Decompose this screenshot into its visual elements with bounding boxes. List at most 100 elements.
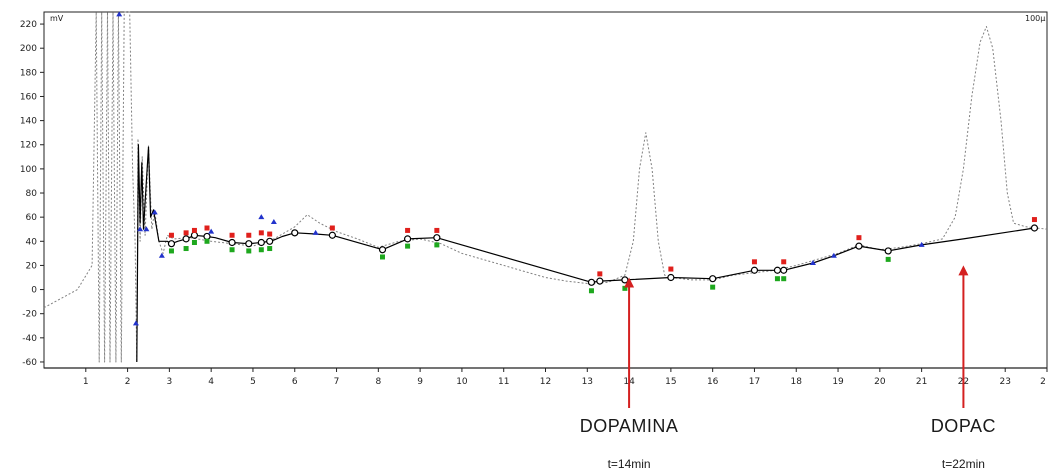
y-tick-label: -20 bbox=[22, 310, 37, 320]
x-tick-label: 4 bbox=[208, 377, 214, 387]
annotation-sublabel: t=22min bbox=[942, 457, 985, 471]
baseline-node-marker bbox=[245, 240, 253, 248]
x-tick-label: 2 bbox=[1040, 377, 1046, 387]
signal-trace bbox=[43, 11, 1048, 363]
baseline-trace bbox=[136, 144, 1035, 363]
green-marker bbox=[588, 288, 594, 294]
green-marker bbox=[258, 247, 264, 253]
green-marker bbox=[710, 284, 716, 290]
baseline-node-marker bbox=[587, 278, 596, 286]
baseline-node-marker bbox=[855, 242, 863, 250]
blue-marker bbox=[809, 260, 816, 266]
green-marker bbox=[774, 276, 780, 282]
y-tick-label: 100 bbox=[20, 165, 37, 175]
annotation-arrow-head bbox=[958, 265, 969, 276]
green-marker bbox=[434, 242, 440, 248]
red-marker bbox=[856, 235, 862, 241]
green-marker bbox=[885, 256, 891, 262]
y-tick-label: 40 bbox=[26, 237, 38, 247]
x-tick-label: 23 bbox=[999, 377, 1010, 387]
baseline-node-marker bbox=[403, 235, 412, 243]
red-marker bbox=[781, 259, 787, 265]
red-marker bbox=[405, 227, 411, 233]
x-tick-label: 21 bbox=[916, 377, 927, 387]
annotation-sublabel: t=14min bbox=[608, 457, 651, 471]
baseline-node-marker bbox=[780, 266, 788, 274]
x-tick-label: 13 bbox=[582, 377, 593, 387]
red-marker bbox=[751, 259, 757, 265]
y-tick-label: 180 bbox=[20, 68, 37, 78]
annotation-label: DOPAMINA bbox=[580, 416, 679, 436]
x-tick-label: 18 bbox=[791, 377, 803, 387]
baseline-node-marker bbox=[190, 231, 199, 239]
baseline-node-marker bbox=[1030, 224, 1039, 232]
green-marker bbox=[380, 254, 386, 260]
green-marker bbox=[246, 248, 252, 254]
plot-border bbox=[43, 11, 1048, 369]
red-marker bbox=[229, 232, 235, 238]
series-layer bbox=[43, 11, 1048, 363]
y-axis: -60 -40 -20 0 20 40 60 80 100 120 140 160 180 200 220 bbox=[20, 20, 44, 368]
x-tick-label: 5 bbox=[250, 377, 256, 387]
annotation-arrow-head bbox=[624, 277, 635, 288]
baseline-node-marker bbox=[291, 229, 299, 237]
x-tick-label: 19 bbox=[832, 377, 844, 387]
plot-frame: mV 100µ bbox=[43, 11, 1048, 369]
marker-layer bbox=[116, 11, 1039, 326]
y-tick-label: 0 bbox=[31, 286, 37, 296]
green-marker bbox=[405, 243, 411, 249]
baseline-node-marker bbox=[884, 247, 892, 255]
green-marker bbox=[191, 239, 197, 245]
blue-marker bbox=[258, 214, 265, 220]
blue-marker bbox=[137, 226, 144, 232]
blue-marker bbox=[132, 320, 139, 326]
blue-marker bbox=[143, 226, 150, 232]
y-tick-label: 160 bbox=[20, 92, 37, 102]
y-tick-label: 80 bbox=[26, 189, 38, 199]
x-tick-label: 9 bbox=[417, 377, 423, 387]
baseline-node-marker bbox=[266, 237, 274, 245]
x-tick-label: 11 bbox=[498, 377, 509, 387]
annotation-layer: DOPAMINA t=14min DOPAC t=22min bbox=[580, 265, 996, 471]
annotation-label: DOPAC bbox=[931, 416, 996, 436]
y-unit-label: mV bbox=[50, 14, 64, 23]
x-tick-label: 16 bbox=[707, 377, 719, 387]
baseline-node-marker bbox=[750, 266, 759, 274]
x-tick-label: 20 bbox=[874, 377, 886, 387]
x-tick-label: 1 bbox=[83, 377, 89, 387]
y-tick-label: -40 bbox=[22, 334, 37, 344]
x-axis: 12345678910111213141516171819202122232 bbox=[83, 368, 1048, 387]
blue-marker bbox=[158, 252, 165, 258]
red-marker bbox=[1031, 217, 1037, 223]
baseline-node-marker bbox=[257, 238, 265, 247]
green-marker bbox=[183, 246, 189, 252]
red-marker bbox=[246, 232, 252, 238]
green-marker bbox=[168, 248, 174, 254]
baseline-node-marker bbox=[228, 238, 236, 247]
red-marker bbox=[329, 225, 335, 231]
x-tick-label: 17 bbox=[749, 377, 760, 387]
x-tick-label: 8 bbox=[375, 377, 381, 387]
green-marker bbox=[781, 276, 787, 282]
x-tick-label: 7 bbox=[334, 377, 340, 387]
x-tick-label: 2 bbox=[125, 377, 131, 387]
x-tick-label: 3 bbox=[167, 377, 173, 387]
blue-marker bbox=[208, 228, 215, 234]
y-tick-label: 20 bbox=[26, 261, 38, 271]
x-tick-label: 6 bbox=[292, 377, 298, 387]
y-tick-label: 200 bbox=[20, 44, 37, 54]
red-marker bbox=[204, 225, 210, 231]
green-marker bbox=[229, 247, 235, 253]
blue-marker bbox=[270, 218, 277, 224]
baseline-node-marker bbox=[378, 246, 387, 254]
red-marker bbox=[597, 271, 603, 277]
blue-marker bbox=[918, 241, 925, 247]
red-marker bbox=[267, 231, 273, 237]
red-marker bbox=[168, 232, 174, 238]
green-marker bbox=[204, 238, 210, 244]
red-marker bbox=[668, 266, 674, 272]
red-marker bbox=[191, 227, 197, 233]
x-unit-label: 100µ bbox=[1025, 14, 1045, 23]
blue-marker bbox=[830, 252, 837, 258]
